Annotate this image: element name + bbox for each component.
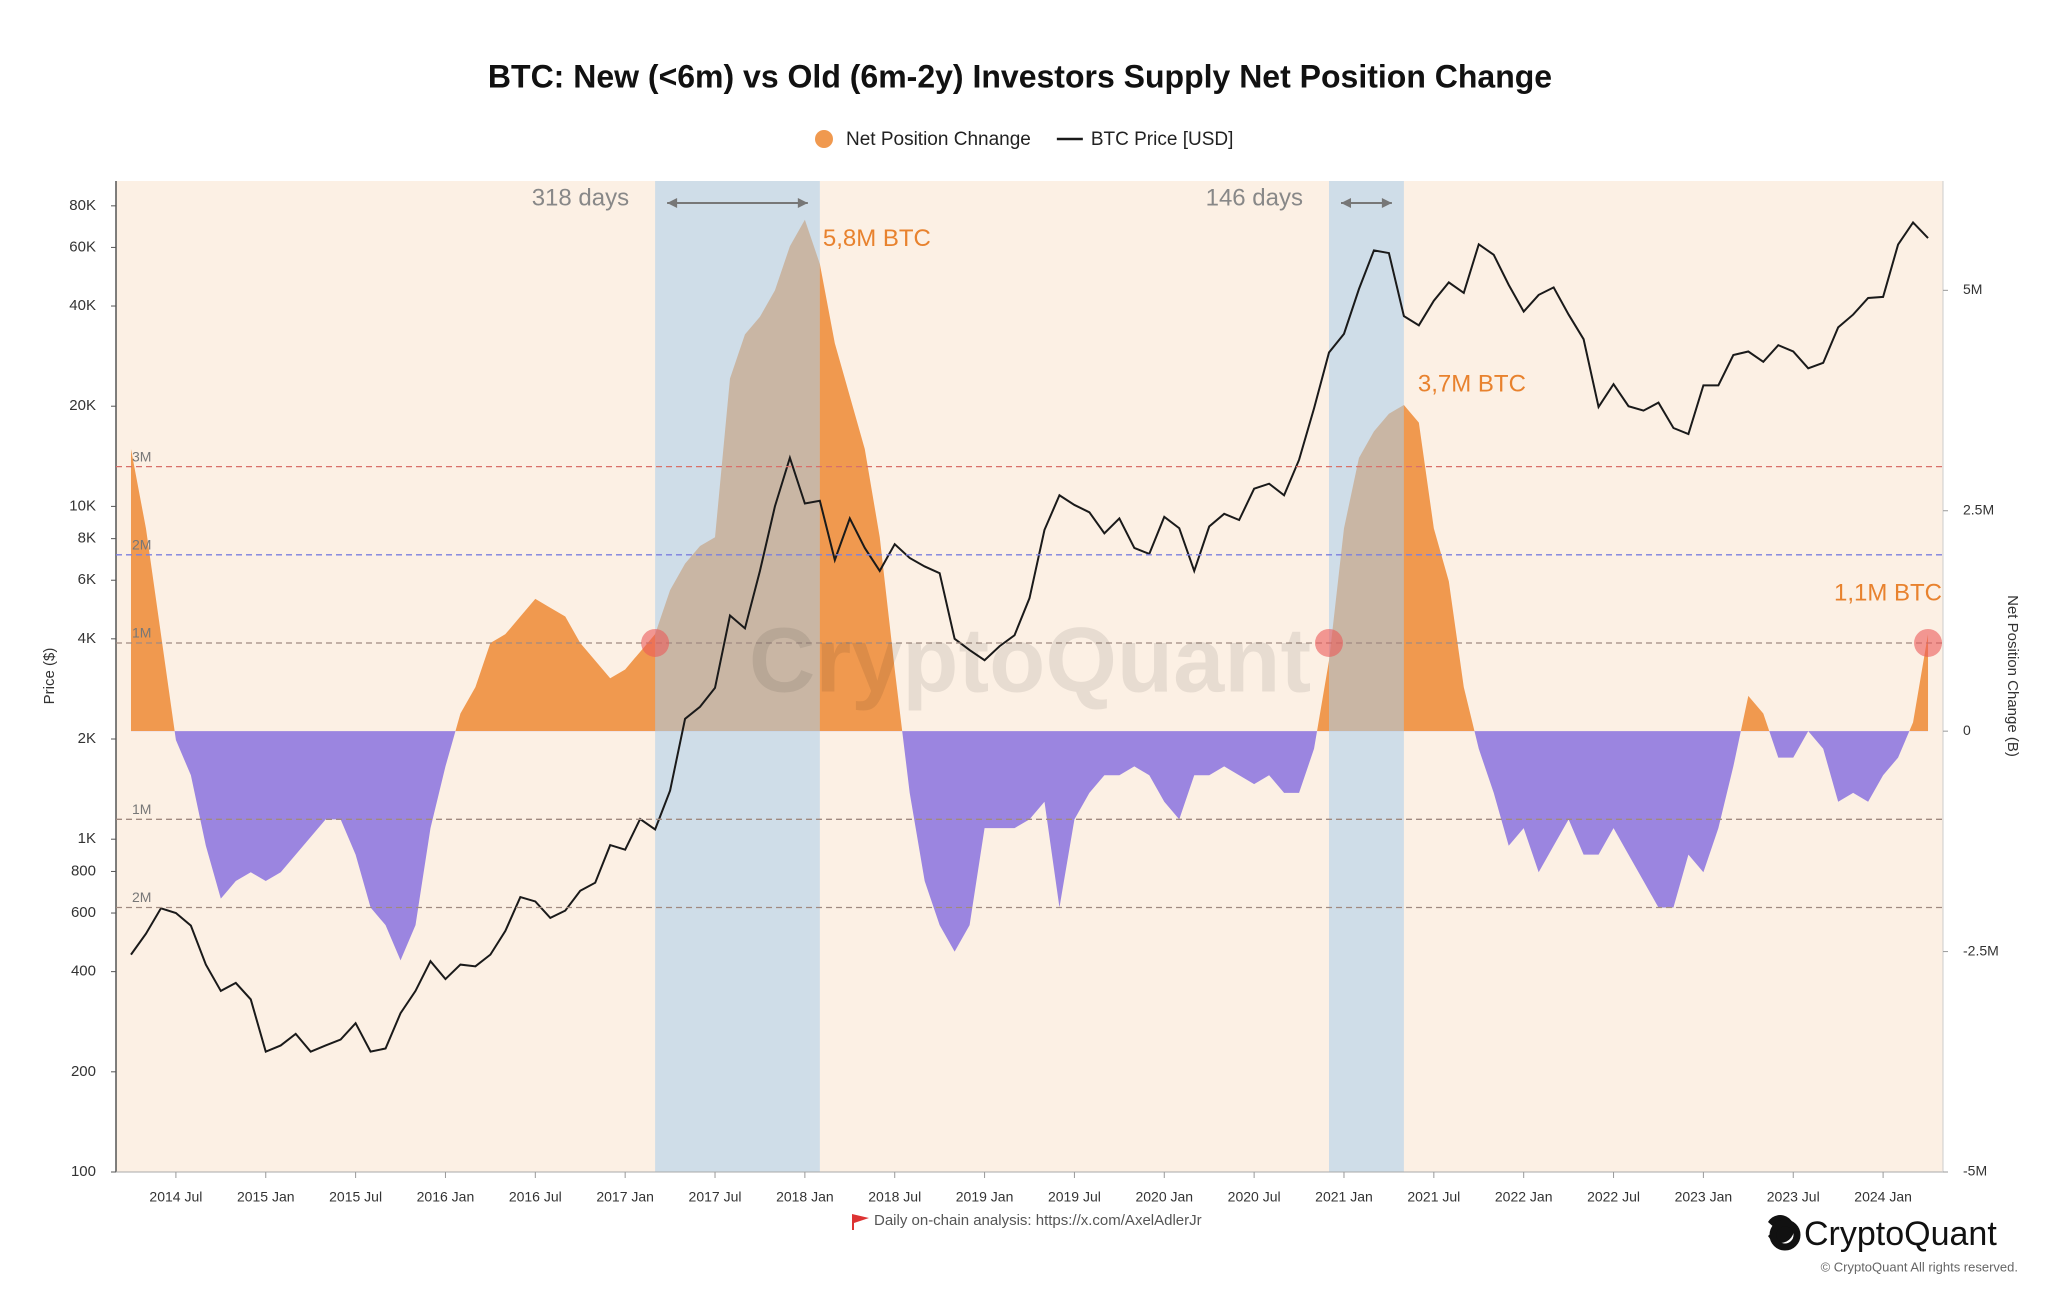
marker <box>1914 628 1943 657</box>
y2-tick-label: -2.5M <box>1963 942 1999 958</box>
y-tick-label: 200 <box>71 1063 96 1080</box>
plot-area <box>130 181 1929 1172</box>
x-tick-label: 2023 Jan <box>1675 1189 1733 1205</box>
band-label: 146 days <box>1206 184 1303 211</box>
marker <box>641 628 670 657</box>
y2-tick-label: -5M <box>1963 1163 1987 1179</box>
reference-label: 1M <box>132 801 151 817</box>
y-tick-label: 400 <box>71 963 96 980</box>
footer-note: Daily on-chain analysis: https://x.com/A… <box>874 1212 1202 1229</box>
x-tick-label: 2018 Jan <box>776 1189 834 1205</box>
x-tick-label: 2020 Jul <box>1228 1189 1281 1205</box>
chart-title: BTC: New (<6m) vs Old (6m-2y) Investors … <box>488 58 1552 94</box>
price-line <box>130 220 1929 1053</box>
x-tick-label: 2014 Jul <box>149 1189 202 1205</box>
legend-label: Net Position Chnange <box>846 129 1031 150</box>
legend-label: BTC Price [USD] <box>1091 129 1234 150</box>
highlight-band <box>655 181 820 1172</box>
x-tick-label: 2016 Jan <box>417 1189 475 1205</box>
reference-label: 2M <box>132 537 151 553</box>
x-tick-label: 2022 Jan <box>1495 1189 1553 1205</box>
y-tick-label: 4K <box>78 630 96 647</box>
reference-label: 3M <box>132 448 151 464</box>
net-position-area <box>130 219 1929 961</box>
y-tick-label: 600 <box>71 904 96 921</box>
x-tick-label: 2015 Jul <box>329 1189 382 1205</box>
y-axis-label: Price ($) <box>41 648 58 705</box>
y-tick-label: 1K <box>78 830 96 847</box>
x-tick-label: 2015 Jan <box>237 1189 295 1205</box>
copyright: © CryptoQuant All rights reserved. <box>1821 1259 2018 1274</box>
y2-tick-label: 2.5M <box>1963 501 1994 517</box>
legend-swatch <box>815 130 833 148</box>
x-tick-label: 2016 Jul <box>509 1189 562 1205</box>
x-tick-label: 2021 Jan <box>1315 1189 1373 1205</box>
y-tick-label: 60K <box>69 238 96 255</box>
watermark: CryptoQuant <box>749 609 1311 711</box>
annotation: 5,8M BTC <box>823 225 931 252</box>
annotation: 1,1M BTC <box>1834 580 1942 607</box>
brand-logo <box>1768 1215 1801 1251</box>
x-tick-label: 2021 Jul <box>1407 1189 1460 1205</box>
y-tick-label: 100 <box>71 1163 96 1180</box>
y2-tick-label: 5M <box>1963 281 1982 297</box>
x-tick-label: 2020 Jan <box>1135 1189 1193 1205</box>
y-tick-label: 6K <box>78 571 96 588</box>
y-tick-label: 800 <box>71 862 96 879</box>
x-tick-label: 2018 Jul <box>868 1189 921 1205</box>
x-tick-label: 2017 Jul <box>689 1189 742 1205</box>
flag-icon <box>852 1214 869 1230</box>
reference-label: 1M <box>132 625 151 641</box>
band-label: 318 days <box>532 184 629 211</box>
y-tick-label: 10K <box>69 497 96 514</box>
y-tick-label: 8K <box>78 530 96 547</box>
marker <box>1315 628 1344 657</box>
y-tick-label: 2K <box>78 730 96 747</box>
x-tick-label: 2017 Jan <box>596 1189 654 1205</box>
reference-label: 2M <box>132 889 151 905</box>
y-tick-label: 40K <box>69 297 96 314</box>
x-tick-label: 2022 Jul <box>1587 1189 1640 1205</box>
x-tick-label: 2019 Jul <box>1048 1189 1101 1205</box>
brand-name: CryptoQuant <box>1804 1215 1997 1253</box>
y-tick-label: 20K <box>69 397 96 414</box>
x-tick-label: 2019 Jan <box>956 1189 1014 1205</box>
x-tick-label: 2023 Jul <box>1767 1189 1820 1205</box>
x-tick-label: 2024 Jan <box>1854 1189 1912 1205</box>
plot-background <box>116 181 1943 1172</box>
y-tick-label: 80K <box>69 197 96 214</box>
highlight-band <box>1329 181 1404 1172</box>
y2-tick-label: 0 <box>1963 722 1971 738</box>
y2-axis-label: Net Position Change (B) <box>2004 595 2021 757</box>
annotation: 3,7M BTC <box>1418 370 1526 397</box>
